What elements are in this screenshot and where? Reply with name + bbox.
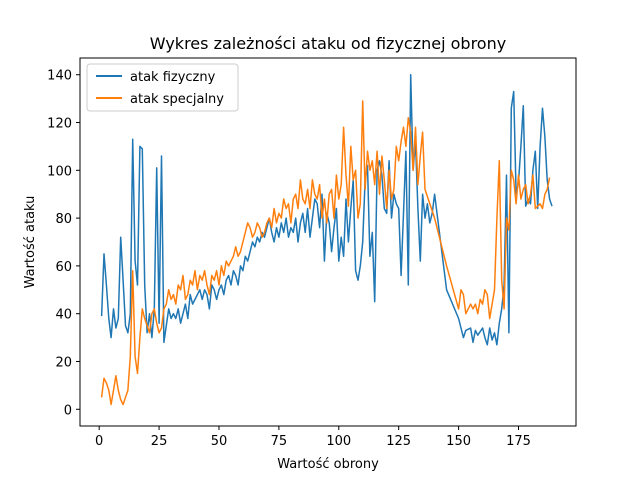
y-tick-label: 60 (55, 260, 72, 275)
legend-box (86, 63, 239, 112)
y-tick-label: 100 (47, 164, 72, 179)
y-axis-label: Wartość ataku (23, 196, 38, 289)
x-tick-label: 100 (326, 434, 351, 449)
x-axis: 0 25 50 75 100 125 150 175 (95, 426, 531, 449)
legend: atak fizyczny atak specjalny (86, 63, 239, 112)
y-tick-label: 80 (55, 212, 72, 227)
x-tick-label: 25 (151, 434, 168, 449)
series-line-atak-specjalny (100, 100, 551, 406)
y-tick-label: 0 (64, 403, 72, 418)
series-line-atak-fizyczny (100, 73, 553, 346)
x-tick-label: 50 (211, 434, 228, 449)
plot-area (100, 73, 553, 406)
chart-title: Wykres zależności ataku od fizycznej obr… (150, 34, 506, 53)
y-tick-label: 40 (55, 308, 72, 323)
y-axis: 0 20 40 60 80 100 120 140 (47, 69, 80, 418)
x-tick-label: 150 (446, 434, 471, 449)
x-tick-label: 125 (386, 434, 411, 449)
x-axis-label: Wartość obrony (277, 457, 379, 472)
axes-frame (79, 57, 577, 427)
y-tick-label: 140 (47, 69, 72, 84)
y-tick-label: 20 (55, 355, 72, 370)
legend-label-atak-specjalny: atak specjalny (130, 92, 224, 107)
x-tick-label: 0 (95, 434, 103, 449)
x-tick-label: 175 (506, 434, 531, 449)
y-tick-label: 120 (47, 117, 72, 132)
legend-label-atak-fizyczny: atak fizyczny (130, 70, 216, 85)
x-tick-label: 75 (271, 434, 288, 449)
